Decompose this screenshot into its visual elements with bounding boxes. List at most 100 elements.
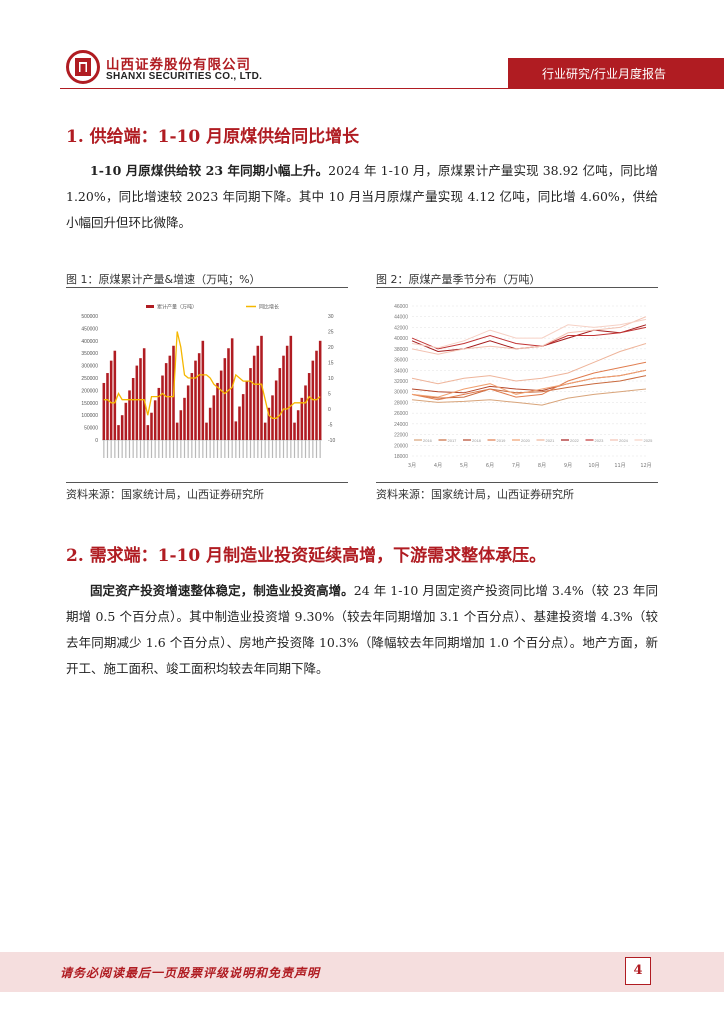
- header-divider: [60, 88, 724, 89]
- figure-2-chart: 46000 44000 42000 40000 38000 36000 34000 32000…: [394, 304, 653, 469]
- footer-disclaimer: 请务必阅读最后一页股票评级说明和免责声明: [60, 966, 321, 980]
- output-bar: [120, 415, 124, 440]
- figure-1-source: 资料来源：国家统计局，山西证券研究所: [66, 488, 264, 501]
- legend-label: 2024: [619, 438, 629, 443]
- company-name-cn: 山西证券股份有限公司: [106, 57, 251, 73]
- output-bar: [234, 421, 238, 440]
- output-bar: [304, 385, 307, 440]
- output-bar: [289, 335, 293, 440]
- page-number: 4: [625, 957, 651, 985]
- output-bar: [296, 410, 300, 440]
- footer-band: [0, 952, 724, 992]
- figure-1-chart: 5000004500004000003500003000002500002000…: [81, 304, 335, 458]
- left-axis-tick-label: 500000: [81, 314, 98, 320]
- figure-1-top-rule: [66, 287, 348, 288]
- right-axis-tick-label: 15: [328, 361, 334, 367]
- legend-label: 2019: [497, 438, 507, 443]
- output-bar: [135, 365, 139, 440]
- y-axis-tick-label: 20000: [394, 443, 408, 449]
- y-axis-tick-label: 22000: [394, 433, 408, 439]
- output-bar: [285, 345, 289, 440]
- report-type: 行业研究/行业月度报告: [541, 67, 666, 81]
- x-axis-tick-label: 5月: [460, 463, 468, 469]
- right-axis-tick-label: 20: [328, 345, 334, 351]
- figure-2-bottom-rule: [376, 482, 658, 483]
- output-bar: [315, 350, 318, 440]
- output-bar: [186, 385, 190, 440]
- y-axis-tick-label: 46000: [394, 304, 408, 310]
- legend-label: 2017: [448, 438, 458, 443]
- output-bar: [293, 422, 296, 440]
- output-bar: [197, 353, 201, 440]
- series-line: [411, 343, 647, 385]
- left-axis-tick-label: 50000: [84, 426, 98, 432]
- left-axis-tick-label: 400000: [81, 339, 98, 345]
- series-line: [411, 318, 647, 349]
- x-axis-tick-label: 3月: [408, 463, 416, 469]
- figure-2-source: 资料来源：国家统计局，山西证券研究所: [376, 488, 574, 501]
- x-axis-tick-label: 11月: [614, 463, 625, 469]
- figure-2-title: 图 2：原煤产量季节分布（万吨）: [376, 273, 541, 286]
- output-bar: [282, 355, 285, 440]
- y-axis-tick-label: 32000: [394, 379, 408, 385]
- output-bar: [201, 340, 205, 440]
- section-1-lead: 1-10 月原煤供给较 23 年同期小幅上升。: [90, 163, 329, 178]
- x-axis-tick-label: 8月: [538, 463, 546, 469]
- output-bar: [223, 358, 227, 440]
- series-line: [411, 369, 647, 398]
- left-axis-tick-label: 450000: [81, 326, 98, 332]
- section-2-paragraph: 固定资产投资增速整体稳定，制造业投资高增。24 年 1-10 月固定资产投资同比…: [66, 578, 658, 682]
- output-bar: [307, 373, 311, 440]
- y-axis-tick-label: 30000: [394, 390, 408, 396]
- legend-swatch-bars: [146, 305, 154, 308]
- output-bar: [150, 412, 153, 440]
- left-axis-tick-label: 350000: [81, 351, 98, 357]
- left-axis-tick-label: 100000: [81, 413, 98, 419]
- output-bar: [124, 402, 128, 440]
- output-bar: [256, 345, 260, 440]
- output-bar: [128, 390, 131, 440]
- output-bar: [106, 373, 109, 440]
- legend-label: 2018: [472, 438, 482, 443]
- right-axis-tick-label: 5: [328, 392, 331, 398]
- output-bar: [157, 387, 161, 440]
- output-bar: [263, 422, 267, 440]
- growth-line: [103, 331, 321, 419]
- output-bar: [205, 422, 208, 440]
- section-2-title: 2. 需求端：1-10 月制造业投资延续高增，下游需求整体承压。: [66, 546, 547, 566]
- x-axis-tick-label: 12月: [640, 463, 651, 469]
- output-bar: [227, 348, 230, 440]
- output-bar: [267, 407, 271, 440]
- y-axis-tick-label: 38000: [394, 347, 408, 353]
- series-line: [411, 326, 647, 350]
- section-2-body: 24 年 1-10 月固定资产投资同比增 3.4%（较 23 年同期增 0.5 …: [66, 583, 658, 676]
- section-1-title: 1. 供给端：1-10 月原煤供给同比增长: [66, 127, 360, 147]
- output-bar: [190, 373, 194, 440]
- output-bar: [109, 360, 113, 440]
- output-bar: [102, 382, 106, 440]
- figure-2-top-rule: [376, 287, 658, 288]
- output-bar: [117, 425, 120, 440]
- output-bar: [260, 335, 263, 440]
- output-bar: [153, 400, 157, 440]
- figure-1-bottom-rule: [66, 482, 348, 483]
- output-bar: [161, 375, 164, 440]
- legend-label: 2023: [595, 438, 605, 443]
- output-bar: [113, 350, 117, 440]
- output-bar: [249, 368, 252, 440]
- y-axis-tick-label: 36000: [394, 358, 408, 364]
- output-bar: [168, 355, 172, 440]
- output-bar: [278, 368, 282, 440]
- legend-label: 2021: [546, 438, 556, 443]
- section-2-lead: 固定资产投资增速整体稳定，制造业投资高增。: [90, 583, 354, 598]
- output-bar: [142, 348, 146, 440]
- output-bar: [252, 355, 256, 440]
- output-bar: [300, 397, 304, 440]
- output-bar: [164, 363, 168, 440]
- output-bar: [175, 422, 179, 440]
- right-axis-tick-label: 30: [328, 314, 334, 320]
- output-bar: [212, 395, 216, 440]
- company-name-en: SHANXI SECURITIES CO., LTD.: [106, 71, 263, 82]
- left-axis-tick-label: 0: [95, 438, 98, 444]
- right-axis-tick-label: -5: [328, 423, 333, 429]
